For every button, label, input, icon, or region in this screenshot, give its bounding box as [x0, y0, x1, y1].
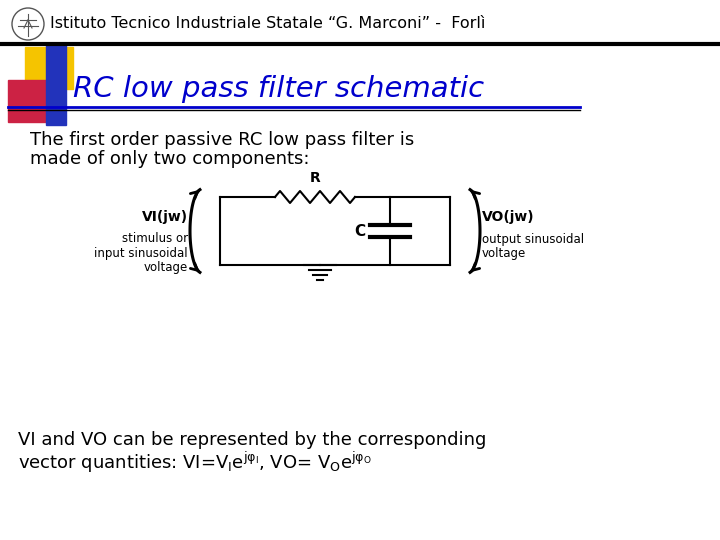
Bar	[46, 43, 66, 125]
Text: stimulus or: stimulus or	[122, 233, 188, 246]
Text: RC low pass filter schematic: RC low pass filter schematic	[73, 75, 484, 103]
Text: VO(jw): VO(jw)	[482, 210, 535, 224]
Text: voltage: voltage	[482, 246, 526, 260]
Text: vector quantities: VI=V$_{\mathregular{I}}$e$^{\mathregular{j\varphi_I}}$, VO= V: vector quantities: VI=V$_{\mathregular{I…	[18, 449, 372, 475]
Text: R: R	[310, 171, 320, 185]
Text: C: C	[354, 224, 366, 239]
Text: VI and VO can be represented by the corresponding: VI and VO can be represented by the corr…	[18, 431, 487, 449]
Text: The first order passive RC low pass filter is: The first order passive RC low pass filt…	[30, 131, 414, 149]
Bar	[25, 47, 73, 89]
Text: made of only two components:: made of only two components:	[30, 150, 310, 168]
Text: voltage: voltage	[144, 260, 188, 273]
Text: VI(jw): VI(jw)	[142, 210, 188, 224]
Text: Istituto Tecnico Industriale Statale “G. Marconi” -  Forlì: Istituto Tecnico Industriale Statale “G.…	[50, 17, 485, 31]
Text: output sinusoidal: output sinusoidal	[482, 233, 584, 246]
Text: input sinusoidal: input sinusoidal	[94, 246, 188, 260]
Bar	[8, 80, 56, 122]
